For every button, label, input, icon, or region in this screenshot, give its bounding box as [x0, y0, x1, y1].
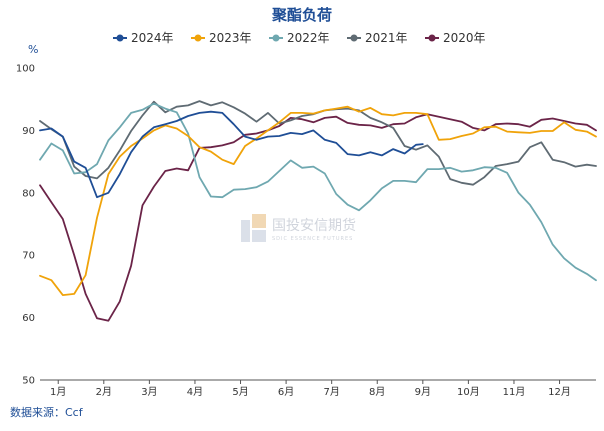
series-lines [39, 100, 597, 322]
x-tick-label: 7月 [323, 386, 339, 398]
legend-item-2022年: 2022年 [269, 31, 330, 45]
legend-item-2023年: 2023年 [191, 31, 252, 45]
series-line-2023年 [39, 105, 597, 297]
x-tick-label: 10月 [457, 386, 480, 398]
x-axis-ticks: 1月 2月 3月 4月 5月 6月 7月 8月 9月 10月 11月 12月 [50, 380, 571, 398]
y-axis-unit: % [28, 43, 38, 56]
legend-swatch-marker [272, 34, 280, 42]
data-source: 数据来源：Ccf [10, 405, 84, 419]
x-tick-label: 5月 [232, 386, 248, 398]
x-tick-label: 8月 [369, 386, 385, 398]
watermark: 国投安信期货 SDIC ESSENCE FUTURES [241, 214, 356, 242]
x-tick-label: 3月 [141, 386, 157, 398]
watermark-logo-bottom [252, 230, 266, 242]
legend-item-2021年: 2021年 [347, 31, 408, 45]
x-tick-label: 9月 [415, 386, 431, 398]
y-tick-label: 80 [22, 188, 35, 199]
legend-swatch-marker [428, 34, 436, 42]
legend-label: 2023年 [209, 31, 252, 45]
y-tick-label: 90 [22, 126, 35, 137]
y-tick-label: 50 [22, 376, 35, 387]
series-line-2024年 [39, 110, 424, 199]
legend-item-2024年: 2024年 [113, 31, 174, 45]
watermark-logo-top [252, 214, 266, 228]
legend-label: 2022年 [287, 31, 330, 45]
legend-item-2020年: 2020年 [425, 31, 486, 45]
watermark-logo-left [241, 220, 250, 242]
watermark-text: 国投安信期货 [272, 217, 356, 234]
legend: 2024年 2023年 2022年 2021年 2020年 [113, 31, 486, 45]
x-tick-label: 6月 [278, 386, 294, 398]
y-axis-ticks: 50 60 70 80 90 100 [16, 64, 35, 387]
x-tick-label: 2月 [96, 386, 112, 398]
y-tick-label: 70 [22, 251, 35, 262]
watermark-subtext: SDIC ESSENCE FUTURES [272, 236, 353, 242]
legend-label: 2024年 [131, 31, 174, 45]
legend-label: 2020年 [443, 31, 486, 45]
legend-swatch-marker [194, 34, 202, 42]
legend-label: 2021年 [365, 31, 408, 45]
series-line-2022年 [39, 102, 597, 282]
y-tick-label: 60 [22, 313, 35, 324]
legend-swatch-marker [350, 34, 358, 42]
series-line-2020年 [39, 113, 597, 322]
series-line-2021年 [39, 100, 597, 186]
legend-swatch-marker [116, 34, 124, 42]
x-tick-label: 4月 [187, 386, 203, 398]
chart-title: 聚酯负荷 [271, 6, 332, 24]
x-tick-label: 12月 [548, 386, 571, 398]
x-tick-label: 1月 [50, 386, 66, 398]
x-tick-label: 11月 [503, 386, 526, 398]
y-tick-label: 100 [16, 64, 35, 75]
